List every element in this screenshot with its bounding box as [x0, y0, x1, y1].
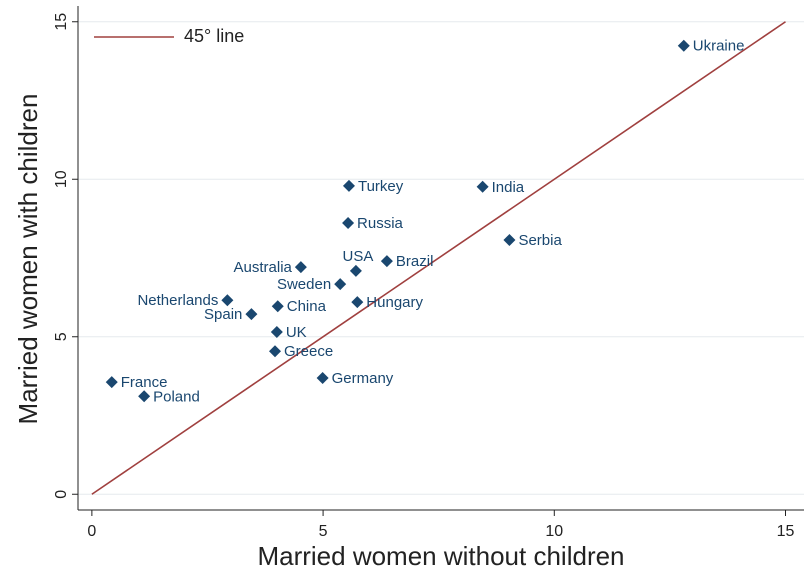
scatter-point — [334, 278, 347, 291]
x-tick-label: 5 — [319, 523, 328, 540]
y-tick-label: 15 — [53, 13, 70, 31]
x-axis-title: Married women without children — [257, 541, 624, 571]
scatter-point — [351, 296, 364, 309]
scatter-point — [221, 294, 234, 307]
scatter-point — [270, 326, 283, 339]
point-label: Greece — [284, 343, 333, 360]
scatter-point — [316, 372, 329, 385]
point-label: Sweden — [277, 276, 331, 293]
y-tick-label: 0 — [53, 490, 70, 499]
scatter-point — [268, 345, 281, 358]
legend-label: 45° line — [184, 26, 244, 46]
point-label: Brazil — [396, 253, 434, 270]
scatter-point — [677, 39, 690, 52]
reference-line — [91, 21, 786, 495]
point-label: Hungary — [366, 294, 423, 311]
point-label: Turkey — [358, 178, 404, 195]
point-label: Russia — [357, 215, 404, 232]
x-tick-label: 10 — [545, 523, 563, 540]
scatter-point — [349, 264, 362, 277]
point-label: Ukraine — [693, 38, 745, 55]
point-label: UK — [286, 324, 307, 341]
point-label: India — [492, 179, 525, 196]
y-tick-label: 5 — [53, 332, 70, 341]
x-tick-label: 15 — [777, 523, 795, 540]
scatter-point — [138, 390, 151, 403]
x-tick-label: 0 — [87, 523, 96, 540]
scatter-point — [342, 179, 355, 192]
scatter-point — [105, 376, 118, 389]
point-label: USA — [342, 248, 373, 265]
point-label: Spain — [204, 306, 242, 323]
scatter-point — [294, 261, 307, 274]
scatter-point — [503, 234, 516, 247]
point-label: France — [121, 374, 168, 391]
y-tick-label: 10 — [53, 170, 70, 188]
point-label: Netherlands — [137, 292, 218, 309]
scatter-point — [380, 255, 393, 268]
scatter-point — [476, 180, 489, 193]
y-axis-title: Married women with children — [13, 94, 43, 425]
scatter-point — [342, 217, 355, 230]
scatter-point — [245, 308, 258, 321]
point-label: China — [287, 298, 327, 315]
point-label: Australia — [234, 259, 293, 276]
point-label: Germany — [332, 370, 394, 387]
scatter-point — [271, 300, 284, 313]
point-label: Serbia — [518, 232, 562, 249]
point-label: Poland — [153, 388, 200, 405]
